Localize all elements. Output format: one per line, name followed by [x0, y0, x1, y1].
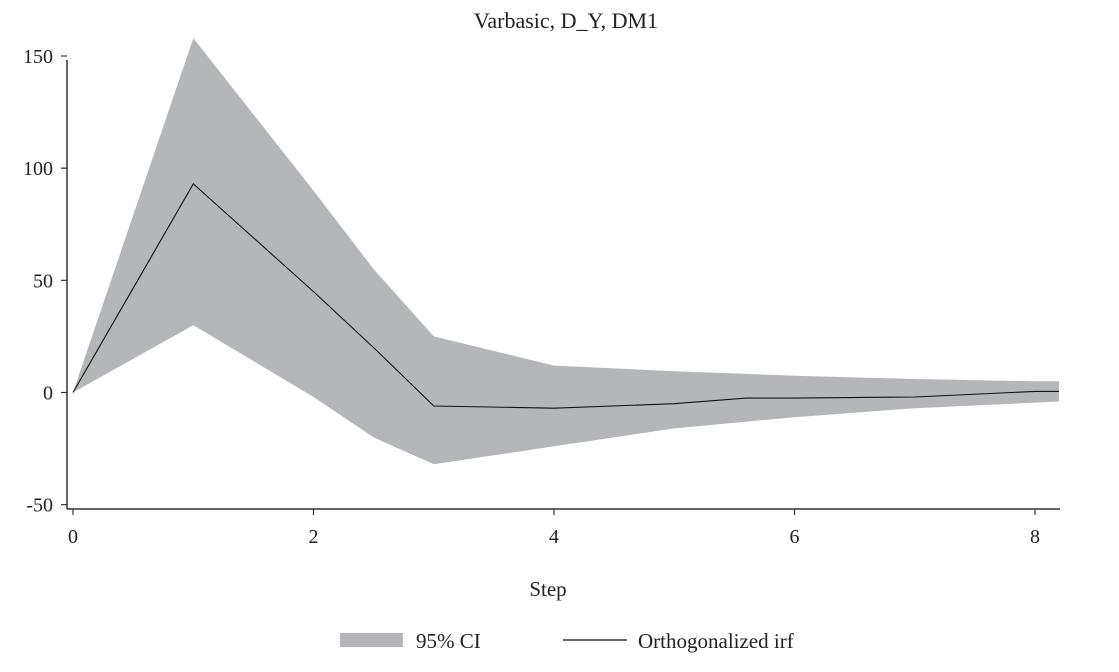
plot-area — [72, 38, 1059, 465]
y-tick-label: 50 — [33, 270, 53, 292]
legend-swatch-ci — [340, 633, 403, 647]
y-axis: -50 0 50 100 150 — [23, 46, 68, 517]
x-axis: 0 2 4 6 8 — [67, 508, 1060, 548]
y-tick-label: 0 — [43, 383, 53, 405]
x-tick-label: 8 — [1030, 526, 1040, 548]
x-tick-label: 0 — [68, 526, 78, 548]
legend-label-irf: Orthogonalized irf — [638, 629, 794, 653]
legend-label-ci: 95% CI — [416, 629, 481, 653]
legend: 95% CI Orthogonalized irf — [340, 629, 794, 653]
x-tick-label: 4 — [549, 526, 559, 548]
y-tick-label: -50 — [26, 495, 53, 517]
irf-line — [72, 183, 1059, 409]
y-tick-label: 100 — [23, 158, 53, 180]
x-tick-label: 6 — [790, 526, 800, 548]
y-tick-label: 150 — [23, 46, 53, 68]
chart-title: Varbasic, D_Y, DM1 — [474, 8, 658, 33]
x-axis-label: Step — [529, 577, 566, 601]
ci-band — [73, 38, 1059, 465]
x-tick-label: 2 — [309, 526, 319, 548]
